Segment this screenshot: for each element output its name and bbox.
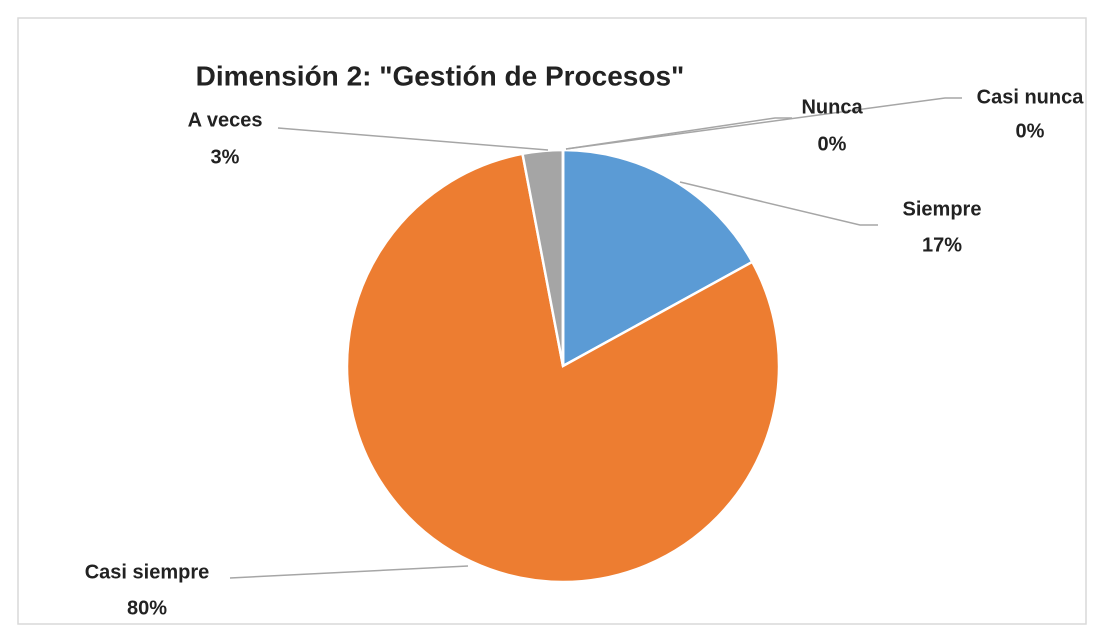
leader-line [565, 117, 792, 150]
slice-label: Nunca [801, 96, 863, 118]
leader-line [679, 181, 878, 226]
slice-value-label: 0% [818, 133, 847, 155]
slice-label: A veces [188, 109, 263, 131]
slice-value-label: 3% [211, 146, 240, 168]
slice-value-label: 0% [1016, 120, 1045, 142]
slice-value-label: 80% [127, 597, 167, 619]
slice-label: Casi siempre [85, 561, 210, 583]
leader-line [565, 97, 962, 150]
pie-slice [561, 148, 754, 369]
slice-label: Siempre [903, 198, 982, 220]
chart-title: Dimensión 2: "Gestión de Procesos" [196, 60, 685, 91]
slice-value-label: 17% [922, 234, 962, 256]
leader-line [229, 565, 469, 579]
slice-label: Casi nunca [977, 86, 1085, 108]
leader-line [277, 127, 549, 151]
pie-slice [345, 152, 781, 584]
